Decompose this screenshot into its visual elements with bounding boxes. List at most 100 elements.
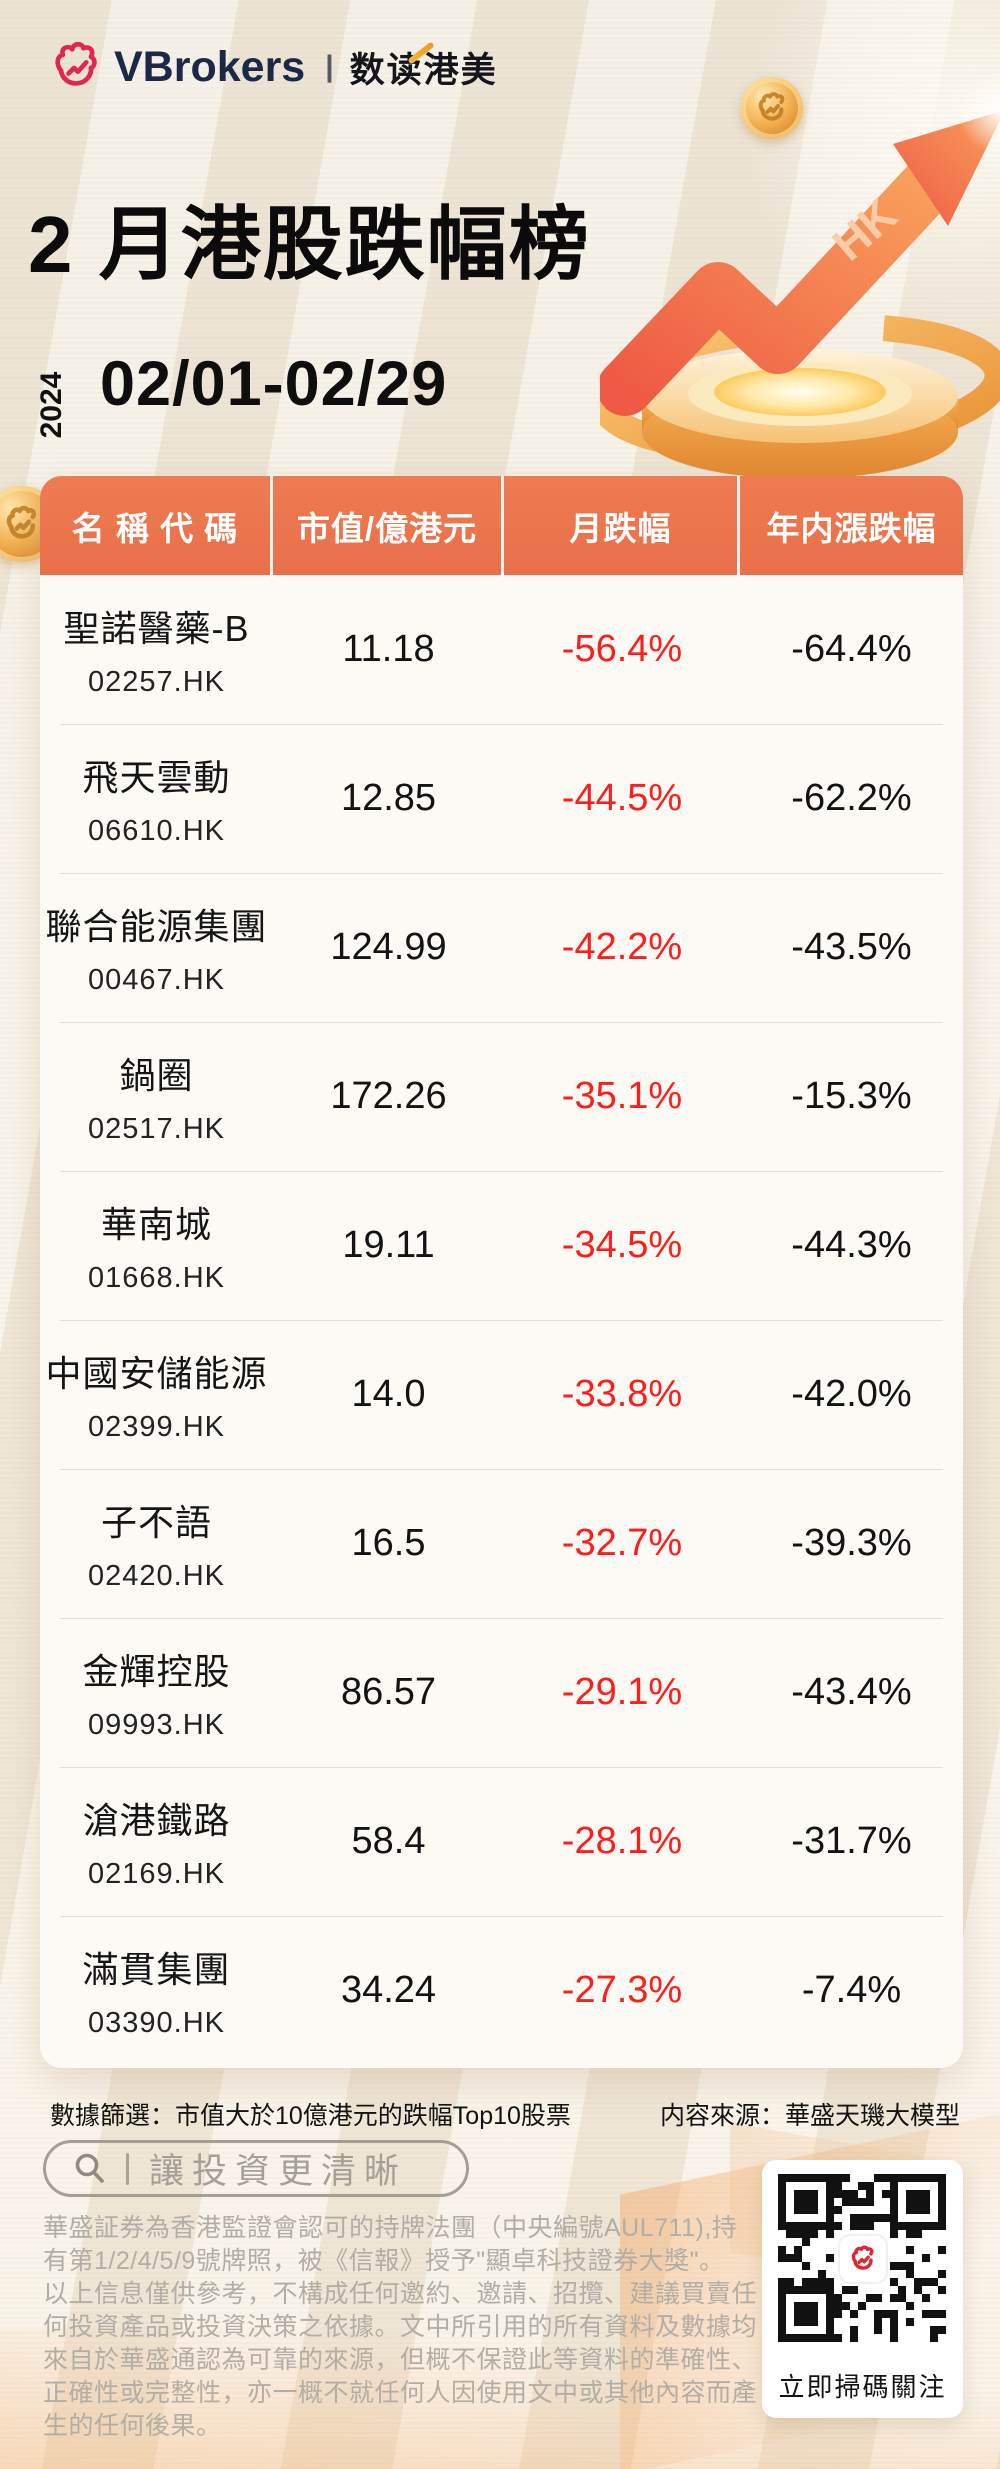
month-drop-value: -42.2%: [561, 926, 683, 968]
ytd-change-value: -43.5%: [791, 926, 912, 968]
month-drop-value: -35.1%: [561, 1075, 683, 1117]
qr-card: 立即掃碼關注: [762, 2160, 963, 2418]
vbrokers-flame-icon: [55, 41, 97, 86]
name-code-cell: 飛天雲動 06610.HK: [40, 724, 273, 873]
stock-code: 02169.HK: [88, 1858, 225, 1890]
column-header-market-cap: 市值/億港元: [273, 476, 504, 575]
ytd-change-value: -7.4%: [801, 1969, 902, 2011]
stock-code: 02257.HK: [88, 666, 225, 698]
market-cap-value: 19.11: [342, 1224, 435, 1266]
month-drop-value: -32.7%: [561, 1522, 683, 1564]
stock-code: 01668.HK: [88, 1262, 225, 1294]
brand-name: VBrokers: [114, 42, 306, 91]
stock-name: 飛天雲動: [82, 757, 231, 798]
name-code-cell: 聖諾醫藥-B 02257.HK: [40, 575, 273, 724]
table-row: 鍋圈 02517.HK 172.26 -35.1% -15.3%: [40, 1022, 963, 1171]
table-row: 金輝控股 09993.HK 86.57 -29.1% -43.4%: [40, 1618, 963, 1767]
stock-name: 滄港鐵路: [82, 1800, 231, 1841]
ytd-change-value: -42.0%: [791, 1373, 912, 1415]
search-slogan-pill: 讓投資更清晰: [43, 2140, 469, 2197]
rising-arrow: HK: [600, 71, 1000, 416]
date-range: 02/01-02/29: [100, 349, 448, 419]
name-code-cell: 子不語 02420.HK: [40, 1469, 273, 1618]
brand-separator: |: [325, 50, 334, 83]
qr-caption: 立即掃碼關注: [778, 2372, 947, 2402]
stock-name: 金輝控股: [82, 1651, 231, 1692]
market-cap-value: 11.18: [342, 628, 435, 670]
market-cap-value: 12.85: [340, 777, 437, 819]
name-code-cell: 滄港鐵路 02169.HK: [40, 1767, 273, 1916]
table-row: 滄港鐵路 02169.HK 58.4 -28.1% -31.7%: [40, 1767, 963, 1916]
data-filter-note: 數據篩選：市值大於10億港元的跌幅Top10股票: [50, 2102, 571, 2130]
table-row: 滿貫集團 03390.HK 34.24 -27.3% -7.4%: [40, 1916, 963, 2065]
ytd-change-value: -39.3%: [791, 1522, 912, 1564]
stock-name: 滿貫集團: [82, 1949, 231, 1990]
month-drop-value: -29.1%: [561, 1671, 683, 1713]
gold-coin-icon: [741, 77, 803, 139]
table-row: 華南城 01668.HK 19.11 -34.5% -44.3%: [40, 1171, 963, 1320]
column-header-name-code: 名 稱 代 碼: [40, 476, 273, 575]
table-row: 中國安儲能源 02399.HK 14.0 -33.8% -42.0%: [40, 1320, 963, 1469]
page-title: 2 月港股跌幅榜: [28, 200, 591, 289]
search-slogan-text: 讓投資更清晰: [149, 2152, 408, 2191]
disclaimer-block: 華盛証券為香港監證會認可的持牌法團（中央編號AUL711),持有第1/2/4/5…: [43, 2212, 757, 2443]
stock-name: 聯合能源集團: [45, 906, 268, 947]
name-code-cell: 聯合能源集團 00467.HK: [40, 873, 273, 1022]
stock-code: 02420.HK: [88, 1560, 225, 1592]
arrow-glow: [958, 71, 1000, 155]
market-cap-value: 58.4: [351, 1820, 426, 1862]
stock-code: 03390.HK: [88, 2007, 225, 2039]
stock-code: 02517.HK: [88, 1113, 225, 1145]
ytd-change-value: -44.3%: [791, 1224, 912, 1266]
disclaimer-paragraph: 以上信息僅供參考，不構成任何邀約、邀請、招攬、建議買賣任何投資產品或投資決策之依…: [43, 2280, 758, 2440]
stock-name: 子不語: [100, 1502, 212, 1543]
pill-divider: [126, 2152, 129, 2185]
brand-sub-name: 数读港美: [349, 50, 498, 90]
gold-podium: [642, 349, 958, 479]
market-cap-value: 14.0: [351, 1373, 426, 1415]
search-icon: [75, 2153, 104, 2183]
column-header-month-drop: 月跌幅: [504, 476, 740, 575]
brand-bar: VBrokers | 数读港美: [48, 36, 498, 98]
name-code-cell: 滿貫集團 03390.HK: [40, 1916, 273, 2065]
table-row: 子不語 02420.HK 16.5 -32.7% -39.3%: [40, 1469, 963, 1618]
column-header-ytd-change: 年内漲跌幅: [766, 509, 937, 547]
name-code-cell: 鍋圈 02517.HK: [40, 1022, 273, 1171]
name-code-cell: 中國安儲能源 02399.HK: [40, 1320, 273, 1469]
table-body: 聖諾醫藥-B 02257.HK 11.18 -56.4% -64.4% 飛天雲動 06610…: [40, 575, 963, 2065]
name-code-cell: 金輝控股 09993.HK: [40, 1618, 273, 1767]
stock-code: 09993.HK: [88, 1709, 225, 1741]
ytd-change-value: -62.2%: [791, 777, 912, 819]
stock-code: 06610.HK: [88, 815, 225, 847]
month-drop-value: -27.3%: [561, 1969, 683, 2011]
stock-name: 中國安儲能源: [45, 1353, 268, 1394]
table-row: 聖諾醫藥-B 02257.HK 11.18 -56.4% -64.4%: [40, 575, 963, 724]
stock-name: 鍋圈: [119, 1055, 194, 1096]
market-cap-value: 124.99: [330, 926, 447, 968]
market-cap-value: 172.26: [330, 1075, 447, 1117]
ytd-change-value: -31.7%: [791, 1820, 912, 1862]
table-row: 聯合能源集團 00467.HK 124.99 -42.2% -43.5%: [40, 873, 963, 1022]
ytd-change-value: -64.4%: [791, 628, 912, 670]
year-label: 2024: [35, 371, 68, 439]
month-drop-value: -28.1%: [561, 1820, 683, 1862]
table-row: 飛天雲動 06610.HK 12.85 -44.5% -62.2%: [40, 724, 963, 873]
month-drop-value: -44.5%: [561, 777, 683, 819]
ranking-table-card: 名 稱 代 碼 市值/億港元 月跌幅 年内漲跌幅 聖諾醫藥-B 02257.HK 1…: [40, 476, 963, 2068]
market-cap-value: 86.57: [340, 1671, 437, 1713]
stock-name: 聖諾醫藥-B: [63, 608, 250, 649]
disclaimer-paragraph: 華盛証券為香港監證會認可的持牌法團（中央編號AUL711),持有第1/2/4/5…: [43, 2214, 738, 2275]
ytd-change-value: -15.3%: [791, 1075, 912, 1117]
month-drop-value: -34.5%: [561, 1224, 683, 1266]
month-drop-value: -56.4%: [561, 628, 683, 670]
market-cap-value: 16.5: [351, 1522, 426, 1564]
content-source-note: 内容來源：華盛天璣大模型: [659, 2102, 960, 2130]
stock-name: 華南城: [100, 1204, 212, 1245]
market-cap-value: 34.24: [340, 1969, 437, 2011]
month-drop-value: -33.8%: [561, 1373, 683, 1415]
name-code-cell: 華南城 01668.HK: [40, 1171, 273, 1320]
ytd-change-value: -43.4%: [791, 1671, 912, 1713]
qr-center-logo-icon: [840, 2236, 886, 2282]
table-header-row: 名 稱 代 碼 市值/億港元 月跌幅 年内漲跌幅: [40, 476, 963, 575]
